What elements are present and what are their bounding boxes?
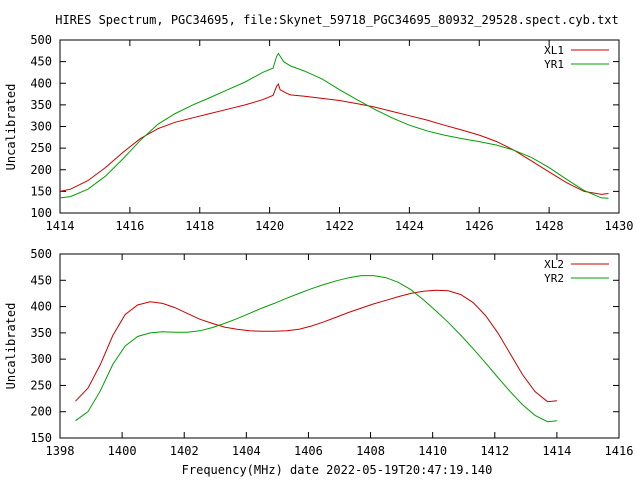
top-panel: Uncalibrated 1414 1416 1418 1420 1422 1424 142… [4,33,633,233]
top-plot-frame [59,39,620,214]
bottom-xtick-label: 1398 [46,444,75,458]
bottom-xlabel: Frequency(MHz) date 2022-05-19T20:47:19.… [182,463,493,477]
series-line-yr1 [59,52,609,199]
bottom-ytick-label: 150 [30,431,52,445]
top-xtick-label: 1424 [395,219,424,233]
bottom-xtick-label: 1402 [170,444,199,458]
top-xtick-label: 1430 [605,219,634,233]
top-xtick-label: 1426 [465,219,494,233]
bottom-xtick-label: 1406 [294,444,323,458]
bottom-ytick-label: 350 [30,326,52,340]
bottom-ytick-label: 250 [30,378,52,392]
bottom-xtick-label: 1408 [356,444,385,458]
top-ytick-label: 100 [30,206,52,220]
top-xtick-label: 1420 [255,219,284,233]
bottom-ytick-label: 300 [30,352,52,366]
top-xtick-label: 1416 [115,219,144,233]
bottom-xtick-label: 1414 [542,444,571,458]
top-ytick-label: 150 [30,184,52,198]
bottom-xtick-label: 1416 [605,444,634,458]
bottom-ytick-label: 500 [30,247,52,261]
bottom-xtick-label: 1400 [108,444,137,458]
series-line-xl2 [75,289,557,403]
top-ytick-label: 250 [30,141,52,155]
series-line-xl1 [59,83,609,195]
top-ytick-label: 450 [30,55,52,69]
bottom-xtick-label: 1404 [232,444,261,458]
top-ytick-label: 500 [30,33,52,47]
bottom-xtick-label: 1412 [480,444,509,458]
top-ytick-label: 350 [30,98,52,112]
top-xtick-label: 1418 [185,219,214,233]
legend-label-xl1: XL1 [544,44,564,57]
legend-label-yr1: YR1 [544,58,564,71]
top-ylabel: Uncalibrated [4,84,18,171]
top-xtick-label: 1414 [46,219,75,233]
top-ytick-label: 200 [30,163,52,177]
bottom-ylabel: Uncalibrated [4,303,18,390]
top-ytick-label: 400 [30,76,52,90]
top-ytick-label: 300 [30,120,52,134]
bottom-plot-frame [59,253,620,439]
top-xtick-label: 1422 [325,219,354,233]
bottom-ytick-label: 400 [30,300,52,314]
bottom-xtick-label: 1410 [418,444,447,458]
series-line-yr2 [75,275,557,423]
bottom-ytick-label: 450 [30,273,52,287]
chart-title: HIRES Spectrum, PGC34695, file:Skynet_59… [55,13,619,27]
bottom-ytick-label: 200 [30,405,52,419]
top-xtick-label: 1428 [535,219,564,233]
bottom-panel: Uncalibrated Frequency(MHz) date 2022-05… [4,247,633,477]
legend-label-xl2: XL2 [544,258,564,271]
legend-label-yr2: YR2 [544,272,564,285]
